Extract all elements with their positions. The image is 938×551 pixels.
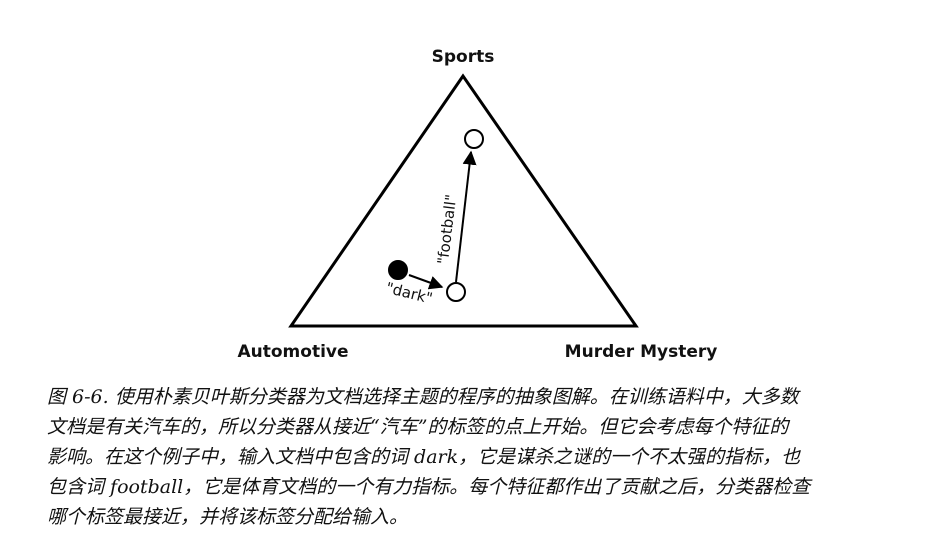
- intermediate-point: [446, 282, 466, 302]
- vertex-label-murder-mystery: Murder Mystery: [565, 342, 718, 362]
- caption-line: 文档是有关汽车的，所以分类器从接近“汽车”的标签的点上开始。但它会考虑每个特征的: [47, 416, 789, 438]
- vertex-label-automotive: Automotive: [237, 342, 348, 362]
- caption-line: 影响。在这个例子中，输入文档中包含的词 dark，它是谋杀之谜的一个不太强的指标…: [47, 446, 801, 468]
- figure-caption: 图 6-6. 使用朴素贝叶斯分类器为文档选择主题的程序的抽象图解。在训练语料中，…: [47, 382, 917, 532]
- caption-line: 哪个标签最接近，并将该标签分配给输入。: [47, 506, 409, 528]
- caption-line: 包含词 football，它是体育文档的一个有力指标。每个特征都作出了贡献之后，…: [47, 476, 811, 498]
- classifier-diagram: Sports Automotive Murder Mystery "dark" …: [237, 47, 718, 362]
- caption-line: 图 6-6. 使用朴素贝叶斯分类器为文档选择主题的程序的抽象图解。在训练语料中，…: [47, 386, 799, 408]
- label-triangle: [288, 73, 639, 328]
- dark-feature-arrow: [408, 274, 444, 290]
- football-feature-arrow: [455, 150, 477, 283]
- vertex-label-sports: Sports: [432, 47, 495, 67]
- start-point: [388, 260, 408, 280]
- final-point: [464, 129, 484, 149]
